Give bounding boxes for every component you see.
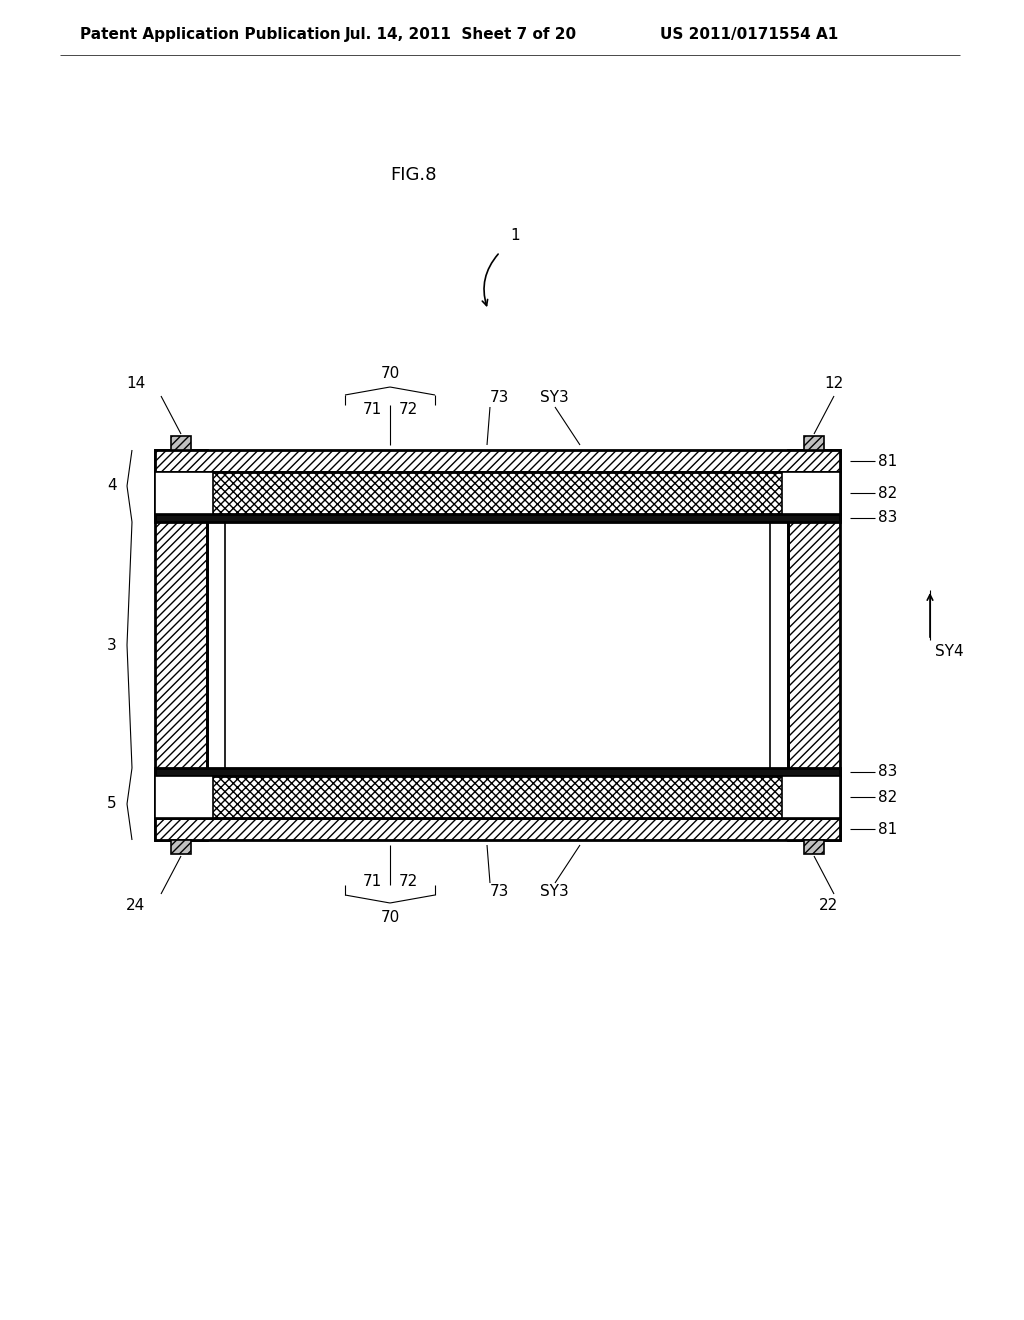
- Bar: [804, 436, 824, 450]
- Bar: [171, 840, 191, 854]
- Text: 73: 73: [490, 884, 509, 899]
- Text: SY3: SY3: [540, 391, 568, 405]
- Text: Jul. 14, 2011  Sheet 7 of 20: Jul. 14, 2011 Sheet 7 of 20: [345, 28, 578, 42]
- Bar: [155, 450, 840, 473]
- Bar: [213, 473, 782, 513]
- Text: SY4: SY4: [935, 644, 964, 660]
- Text: 24: 24: [126, 899, 145, 913]
- Text: 71: 71: [362, 401, 382, 417]
- Text: 82: 82: [878, 486, 897, 500]
- Text: FIG.8: FIG.8: [390, 166, 436, 183]
- Text: Patent Application Publication: Patent Application Publication: [80, 28, 341, 42]
- Bar: [155, 818, 840, 840]
- Text: 70: 70: [380, 909, 399, 924]
- Bar: [804, 436, 824, 450]
- Text: 3: 3: [108, 638, 117, 652]
- Bar: [155, 818, 840, 840]
- Text: 73: 73: [490, 391, 509, 405]
- Text: 5: 5: [108, 796, 117, 812]
- Bar: [155, 473, 213, 513]
- Bar: [155, 450, 207, 840]
- Text: 12: 12: [824, 376, 843, 392]
- Bar: [804, 840, 824, 854]
- Text: 22: 22: [819, 899, 839, 913]
- Text: 81: 81: [878, 454, 897, 469]
- Text: 72: 72: [398, 874, 418, 888]
- Bar: [155, 450, 207, 840]
- Text: US 2011/0171554 A1: US 2011/0171554 A1: [660, 28, 839, 42]
- Bar: [155, 450, 840, 473]
- Text: 83: 83: [878, 764, 897, 780]
- Text: SY3: SY3: [540, 884, 568, 899]
- Bar: [171, 436, 191, 450]
- Bar: [788, 450, 840, 840]
- Text: 82: 82: [878, 789, 897, 804]
- Bar: [155, 513, 840, 521]
- Bar: [788, 450, 840, 840]
- Bar: [155, 776, 213, 818]
- Text: 83: 83: [878, 511, 897, 525]
- Text: 71: 71: [362, 874, 382, 888]
- Text: 70: 70: [380, 366, 399, 380]
- Bar: [155, 768, 840, 776]
- Bar: [213, 776, 782, 818]
- Bar: [171, 840, 191, 854]
- Text: 81: 81: [878, 821, 897, 837]
- Bar: [782, 473, 840, 513]
- Text: 14: 14: [126, 376, 145, 392]
- Bar: [804, 840, 824, 854]
- Text: 72: 72: [398, 401, 418, 417]
- Bar: [155, 776, 840, 818]
- Text: 1: 1: [510, 227, 519, 243]
- Bar: [782, 776, 840, 818]
- Bar: [171, 436, 191, 450]
- Bar: [155, 473, 840, 513]
- Text: 4: 4: [108, 479, 117, 494]
